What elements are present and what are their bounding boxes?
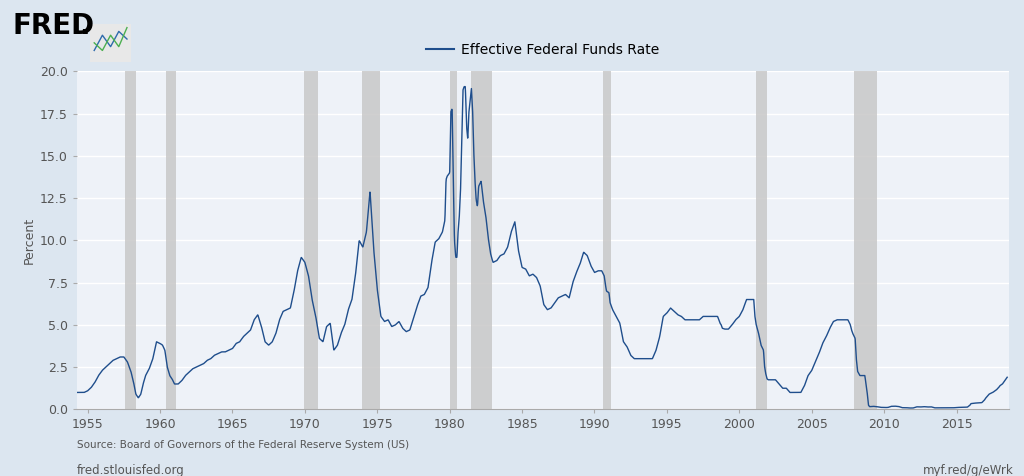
Bar [361,71,380,409]
Legend: Effective Federal Funds Rate: Effective Federal Funds Rate [421,38,665,63]
Bar [166,71,176,409]
Bar [304,71,318,409]
Bar [603,71,611,409]
Y-axis label: Percent: Percent [23,217,36,264]
Text: FRED: FRED [12,12,94,40]
Text: fred.stlouisfed.org: fred.stlouisfed.org [77,464,184,476]
Bar [471,71,492,409]
Bar [854,71,877,409]
Text: Source: Board of Governors of the Federal Reserve System (US): Source: Board of Governors of the Federa… [77,440,409,450]
Text: myf.red/g/eWrk: myf.red/g/eWrk [923,464,1014,476]
Text: .: . [79,12,89,40]
Bar [757,71,767,409]
Bar [450,71,457,409]
Bar [125,71,136,409]
